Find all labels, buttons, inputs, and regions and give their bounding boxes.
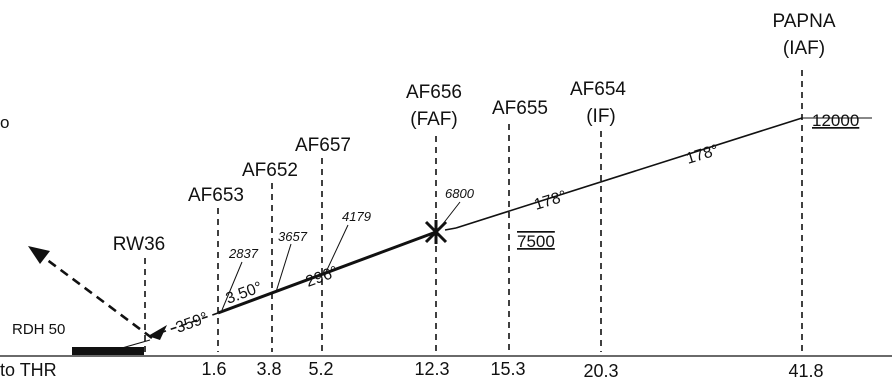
leader-6800	[438, 201, 461, 230]
faf-cross-icon	[424, 220, 448, 244]
af654-name: AF654	[570, 79, 626, 100]
distance-af654: 20.3	[583, 361, 618, 380]
rw36-name: RW36	[113, 234, 165, 255]
course-final: 296°	[304, 263, 341, 290]
course-missed: 359°	[174, 309, 211, 336]
course-papna-af654: 178°	[684, 142, 721, 168]
faf-step-line	[444, 227, 457, 231]
af653-altitude: 2837	[228, 246, 259, 261]
af656-altitude: 6800	[445, 186, 475, 201]
distance-label: to THR	[0, 360, 57, 380]
missed-approach-arrowhead	[28, 246, 50, 264]
missed-approach-line	[41, 254, 153, 340]
distance-af655: 15.3	[490, 359, 525, 379]
course-af654-af656: 178°	[532, 188, 569, 214]
af657-altitude: 4179	[342, 209, 371, 224]
rdh-label: RDH 50	[12, 321, 65, 338]
distance-af657: 5.2	[308, 359, 333, 379]
left-cut-text: o	[0, 113, 9, 132]
papna-altitude: 12000	[812, 111, 859, 130]
af652-altitude: 3657	[278, 229, 308, 244]
af655-altitude: 7500	[517, 232, 555, 251]
af654-role: (IF)	[586, 106, 616, 127]
leader-4179	[325, 224, 349, 273]
leader-2837	[221, 261, 243, 311]
leader-3657	[275, 243, 292, 293]
distance-af652: 3.8	[256, 359, 281, 379]
af655-name: AF655	[492, 98, 548, 119]
papna-name: PAPNA	[772, 11, 835, 32]
runway-bar	[72, 347, 144, 355]
final-descent-line	[217, 230, 437, 315]
af656-role: (FAF)	[410, 109, 458, 130]
af652-name: AF652	[242, 160, 298, 181]
distance-papna: 41.8	[788, 361, 823, 380]
initial-segment-line	[455, 117, 803, 229]
threshold-arrowhead	[148, 325, 167, 340]
af656-name: AF656	[406, 82, 462, 103]
distance-af656: 12.3	[414, 359, 449, 379]
papna-role: (IAF)	[783, 38, 825, 59]
threshold-crossing-line	[114, 339, 151, 351]
distance-af653: 1.6	[201, 359, 226, 379]
af653-name: AF653	[188, 185, 244, 206]
af657-name: AF657	[295, 135, 351, 156]
